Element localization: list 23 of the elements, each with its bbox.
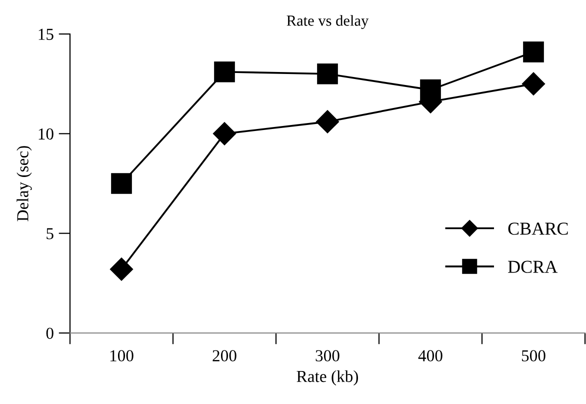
x-tick-label: 400 (418, 350, 442, 362)
point (111, 173, 132, 194)
x-tick-label: 200 (212, 350, 236, 362)
point (522, 72, 545, 96)
x-tick-label: 500 (522, 350, 546, 362)
point (523, 42, 544, 62)
chart-title: Rate vs delay (286, 15, 369, 29)
y-tick-label: 0 (46, 328, 54, 339)
point (110, 258, 133, 281)
x-tick-label: 100 (110, 350, 134, 362)
y-tick-label: 5 (46, 228, 54, 240)
legend-label: CBARC (508, 222, 568, 235)
y-tick-label: 10 (38, 128, 54, 140)
x-axis-title: Rate (kb) (296, 370, 358, 386)
point (214, 61, 235, 82)
y-axis-title: Delay (sec) (16, 146, 32, 222)
x-tick-label: 300 (316, 350, 340, 362)
point (317, 63, 338, 84)
point (213, 122, 236, 146)
legend-label: DCRA (508, 260, 558, 273)
point (420, 79, 441, 100)
y-tick-label: 15 (38, 28, 54, 40)
point (316, 110, 339, 134)
